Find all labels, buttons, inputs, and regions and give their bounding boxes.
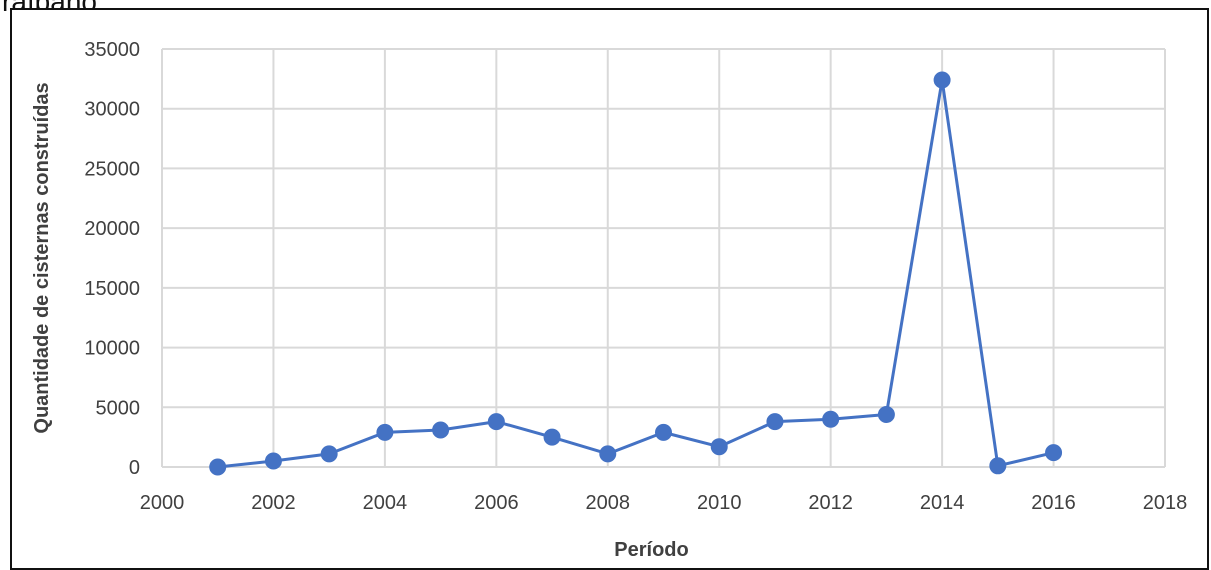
x-tick-label-2018: 2018 <box>1143 492 1188 514</box>
data-point-2006 <box>487 413 505 431</box>
data-point-2009 <box>655 423 672 441</box>
line-chart: 0 5000 10000 15000 20000 25000 30000 35000 2000 2… <box>31 39 1187 561</box>
y-tick-label-0: 0 <box>129 457 140 479</box>
data-point-2013 <box>877 405 895 423</box>
y-tick-label-20000: 20000 <box>84 218 140 240</box>
grid-layer <box>161 48 1166 468</box>
data-point-2014 <box>933 71 951 89</box>
x-tick-label-2002: 2002 <box>251 492 296 514</box>
y-tick-label-5000: 5000 <box>96 397 141 419</box>
data-point-2003 <box>320 445 338 463</box>
y-axis-label: Quantidade de cisternas construídas <box>31 82 53 433</box>
y-tick-label-30000: 30000 <box>84 99 140 121</box>
axis-layer: 0 5000 10000 15000 20000 25000 30000 35000 2000 2… <box>84 39 1187 514</box>
points-layer <box>209 71 1063 476</box>
data-point-2016 <box>1045 444 1063 462</box>
series-line <box>216 78 1056 469</box>
x-axis-label: Período <box>614 539 688 561</box>
x-tick-label-2014: 2014 <box>920 492 965 514</box>
x-tick-label-2012: 2012 <box>808 492 853 514</box>
x-tick-label-2004: 2004 <box>363 492 408 514</box>
y-tick-label-25000: 25000 <box>84 158 140 180</box>
data-point-2004 <box>376 423 394 441</box>
data-point-2002 <box>264 452 282 470</box>
data-point-2005 <box>432 421 450 439</box>
data-point-2011 <box>766 413 784 431</box>
chart-frame: 0 5000 10000 15000 20000 25000 30000 35000 2000 2… <box>10 8 1209 570</box>
y-tick-label-10000: 10000 <box>84 338 140 360</box>
series-layer <box>216 78 1056 469</box>
y-tick-label-35000: 35000 <box>84 39 140 61</box>
data-point-2010 <box>710 438 728 456</box>
data-point-2012 <box>822 410 840 428</box>
data-point-2015 <box>989 457 1007 475</box>
labels-layer: Quantidade de cisternas construídas Perí… <box>31 82 689 561</box>
x-tick-label-2008: 2008 <box>586 492 631 514</box>
x-tick-label-2010: 2010 <box>697 492 742 514</box>
x-tick-label-2000: 2000 <box>140 492 185 514</box>
y-tick-label-15000: 15000 <box>84 278 140 300</box>
data-point-2001 <box>209 458 227 476</box>
data-point-2008 <box>599 445 617 463</box>
data-point-2007 <box>543 428 561 446</box>
x-tick-label-2006: 2006 <box>474 492 519 514</box>
x-tick-label-2016: 2016 <box>1031 492 1076 514</box>
